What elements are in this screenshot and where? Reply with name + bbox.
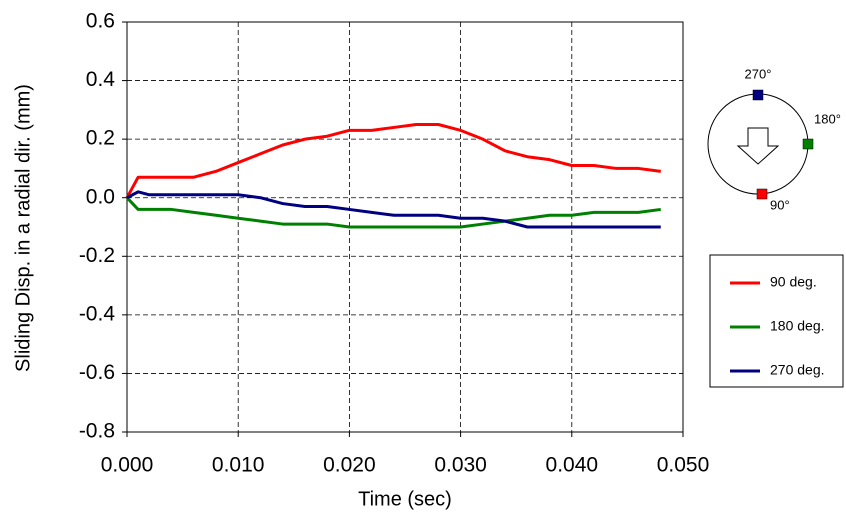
y-tick-label: 0.0 (86, 185, 115, 208)
y-tick-label: 0.6 (86, 10, 115, 33)
y-tick-label: 0.4 (86, 68, 116, 91)
y-tick-label: 0.2 (86, 127, 115, 150)
y-tick-label: -0.2 (79, 244, 115, 267)
x-tick-label: 0.020 (323, 454, 376, 477)
y-tick-label: -0.4 (79, 302, 116, 325)
legend-label: 90 deg. (770, 274, 817, 290)
direction-marker (756, 188, 768, 200)
x-axis-title: Time (sec) (358, 488, 452, 510)
series-line (126, 190, 661, 229)
series-line (125, 123, 661, 199)
series-line (125, 196, 661, 229)
y-axis-title: Sliding Disp. in a radial dir. (mm) (12, 84, 34, 372)
direction-marker (752, 89, 764, 101)
direction-label: 270° (745, 66, 772, 81)
x-tick-label: 0.010 (212, 454, 265, 477)
plot-frame (126, 21, 684, 433)
x-tick-label: 0.050 (657, 454, 710, 477)
legend-box (709, 254, 844, 388)
direction-arrow (736, 127, 780, 165)
legend-label: 270 deg. (770, 362, 825, 378)
y-tick-label: -0.6 (79, 361, 115, 384)
legend-label: 180 deg. (770, 318, 825, 334)
direction-label: 90° (770, 197, 790, 212)
x-tick-label: 0.030 (434, 454, 487, 477)
x-tick-label: 0.040 (546, 454, 599, 477)
y-tick-label: -0.8 (79, 420, 115, 443)
x-tick-label: 0.000 (101, 454, 154, 477)
direction-label: 180° (814, 111, 841, 126)
direction-marker (802, 138, 814, 150)
